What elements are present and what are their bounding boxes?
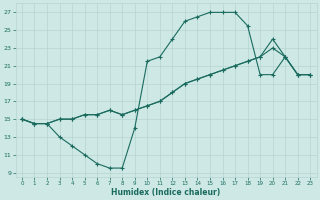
X-axis label: Humidex (Indice chaleur): Humidex (Indice chaleur) — [111, 188, 221, 197]
